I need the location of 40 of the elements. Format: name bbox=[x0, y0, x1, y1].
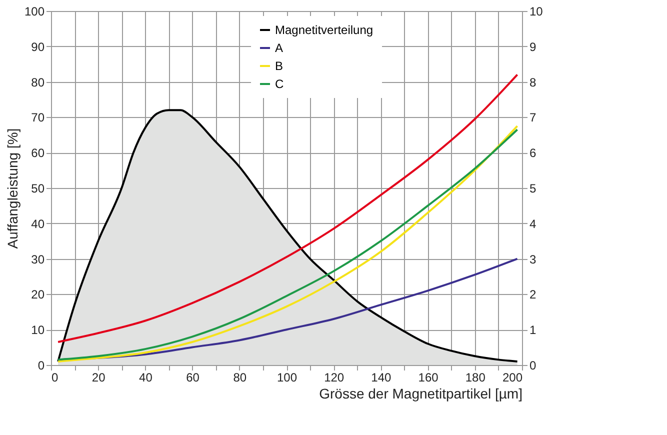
y-tick-label: 50 bbox=[31, 182, 45, 196]
legend-label: C bbox=[275, 77, 284, 91]
x-tick-label: 80 bbox=[233, 370, 247, 384]
x-tick-label: 60 bbox=[186, 370, 200, 384]
y-tick-label: 30 bbox=[31, 252, 45, 266]
legend-label: A bbox=[275, 41, 284, 55]
y-tick-label: 10 bbox=[31, 323, 45, 338]
x-axis-title: Grösse der Magnetitpartikel [µm] bbox=[319, 386, 522, 402]
x-tick-label: 140 bbox=[371, 370, 392, 384]
legend-label: B bbox=[275, 59, 284, 73]
y2-tick-label: 0 bbox=[530, 358, 536, 372]
x-tick-label: 120 bbox=[324, 370, 344, 384]
line-series bbox=[57, 74, 518, 343]
y-axis-title: Auffangleistung [%] bbox=[4, 128, 20, 249]
y2-tick-label: 10 bbox=[530, 4, 544, 18]
y-tick-label: 70 bbox=[31, 110, 45, 125]
y2-tick-label: 9 bbox=[530, 40, 536, 54]
y-tick-label: 100 bbox=[24, 4, 45, 18]
y2-tick-label: 2 bbox=[530, 288, 536, 302]
y2-tick-label: 5 bbox=[530, 182, 536, 196]
x-tick-label: 40 bbox=[139, 370, 153, 384]
y-tick-label: 20 bbox=[31, 288, 45, 302]
x-tick-label: 0 bbox=[52, 370, 58, 384]
legend-label: Magnetitverteilung bbox=[275, 23, 374, 37]
x-tick-label: 20 bbox=[92, 370, 106, 384]
y-tick-label: 60 bbox=[31, 146, 45, 160]
y2-tick-label: 6 bbox=[530, 146, 536, 160]
x-tick-label: 100 bbox=[276, 370, 298, 384]
y2-tick-label: 3 bbox=[530, 252, 536, 266]
x-tick-label: 180 bbox=[465, 370, 486, 384]
y-tick-label: 0 bbox=[38, 358, 45, 372]
y-tick-label: 90 bbox=[31, 40, 45, 54]
x-tick-label: 200 bbox=[502, 370, 523, 384]
y2-tick-label: 1 bbox=[530, 323, 536, 338]
y2-tick-label: 8 bbox=[530, 75, 536, 90]
y2-tick-label: 7 bbox=[530, 110, 536, 125]
x-tick-label: 160 bbox=[418, 370, 439, 384]
y2-tick-label: 4 bbox=[530, 216, 536, 231]
y-tick-label: 40 bbox=[31, 216, 45, 231]
y-tick-label: 80 bbox=[31, 75, 45, 90]
